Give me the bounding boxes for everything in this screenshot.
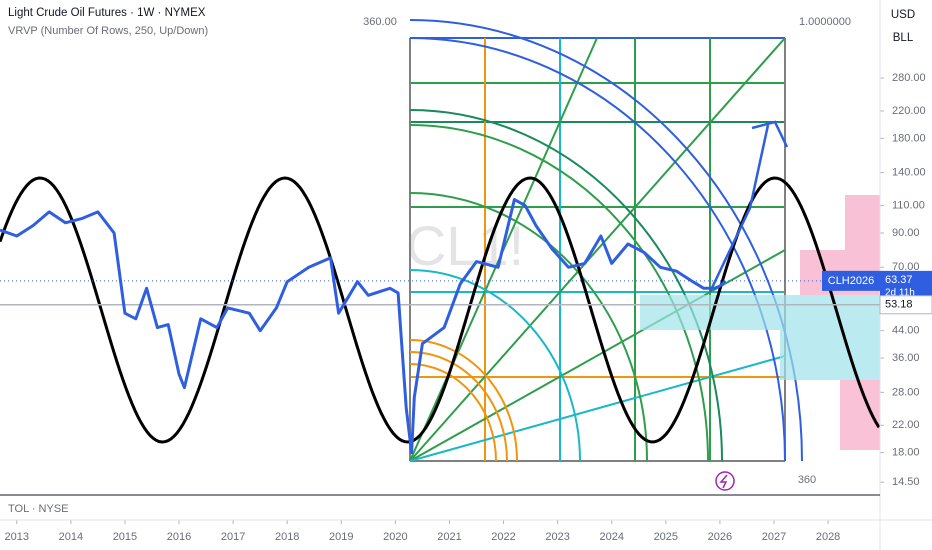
- countdown-label: 2d 11h: [885, 288, 915, 299]
- x-tick-label: 2017: [221, 531, 245, 543]
- ref-badge: [879, 295, 932, 315]
- x-tick-label: 2013: [5, 531, 29, 543]
- y-tick-label: 14.50: [892, 476, 920, 488]
- ref-price-label: 53.18: [885, 299, 913, 311]
- annotation: 360.00: [363, 16, 397, 28]
- x-tick-label: 2024: [599, 531, 623, 543]
- symbol-badge: [822, 270, 880, 291]
- currency: USD: [891, 9, 915, 21]
- event-icon[interactable]: [715, 471, 735, 491]
- lower-pane-label: TOL · NYSE: [8, 503, 69, 515]
- x-tick-label: 2020: [383, 531, 407, 543]
- volume-profile: [640, 195, 880, 450]
- x-tick-label: 2023: [545, 531, 569, 543]
- x-tick-label: 2026: [708, 531, 732, 543]
- y-tick-label: 70.00: [892, 261, 920, 273]
- y-tick-label: 44.00: [892, 325, 920, 337]
- y-tick-label: 110.00: [892, 199, 925, 211]
- x-tick-label: 2015: [113, 531, 137, 543]
- x-tick-label: 2019: [329, 531, 353, 543]
- y-tick-label: 180.00: [892, 132, 926, 144]
- annotation: 1.0000000: [799, 16, 851, 28]
- last-price-label: 63.37: [885, 274, 913, 286]
- x-tick-label: 2025: [654, 531, 678, 543]
- y-tick-label: 280.00: [892, 72, 926, 84]
- y-tick-label: 22.00: [892, 419, 920, 431]
- chart-title: Light Crude Oil Futures · 1W · NYMEX: [8, 7, 206, 19]
- x-tick-label: 2016: [167, 531, 191, 543]
- y-tick-label: 18.00: [892, 447, 920, 459]
- subtitle: VRVP (Number Of Rows, 250, Up/Down): [8, 25, 208, 37]
- symbol-label: CLH2026: [828, 275, 874, 287]
- x-tick-label: 2022: [491, 531, 515, 543]
- unit: BLL: [893, 32, 914, 44]
- price-line: [0, 198, 727, 455]
- x-tick-label: 2027: [762, 531, 786, 543]
- y-tick-label: 220.00: [892, 105, 926, 117]
- projection-arrow: [708, 120, 789, 293]
- y-tick-label: 28.00: [892, 386, 920, 398]
- x-tick-label: 2021: [437, 531, 461, 543]
- x-tick-label: 2028: [816, 531, 840, 543]
- x-tick-label: 2014: [59, 531, 83, 543]
- y-tick-label: 140.00: [892, 167, 926, 179]
- cycle-curve: [0, 176, 881, 444]
- y-tick-label: 90.00: [892, 227, 920, 239]
- annotation: 360: [798, 474, 816, 486]
- event-icon-bolt: [719, 474, 728, 489]
- x-tick-label: 2018: [275, 531, 299, 543]
- y-tick-label: 36.00: [892, 352, 920, 364]
